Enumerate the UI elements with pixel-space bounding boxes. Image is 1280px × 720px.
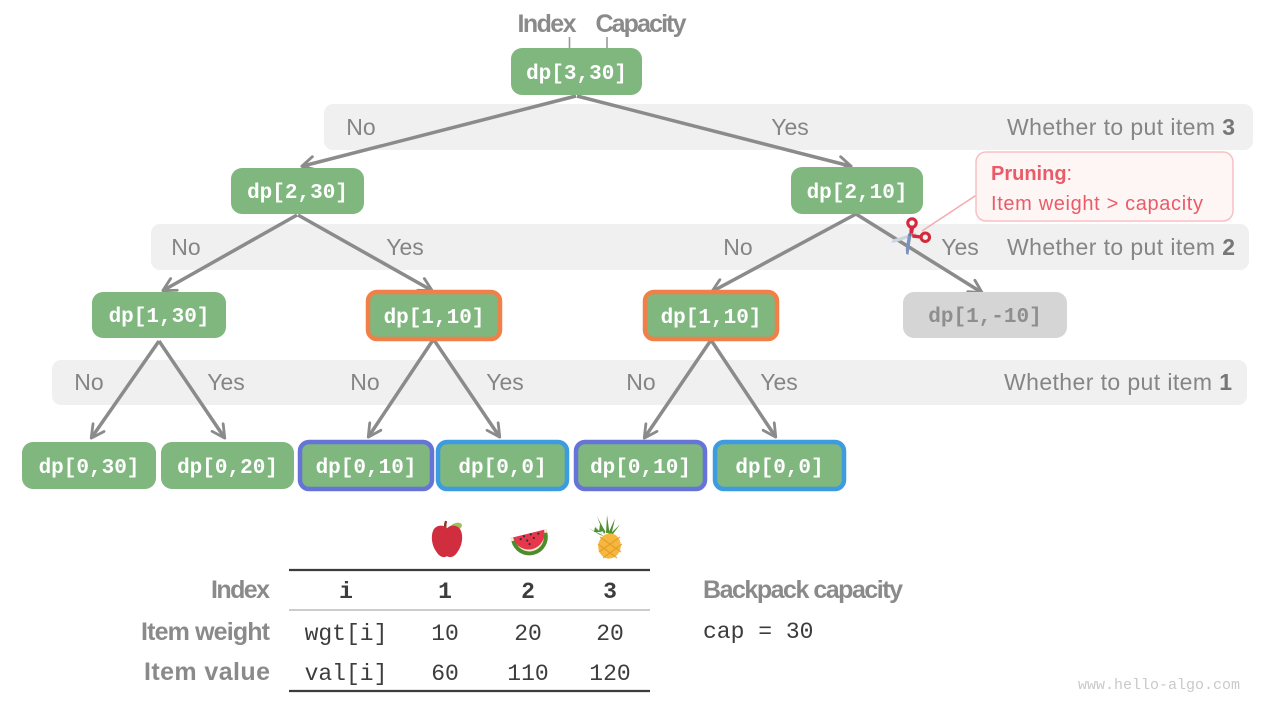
- svg-text:dp[3,30]: dp[3,30]: [526, 63, 627, 86]
- svg-text:2: 2: [521, 579, 535, 605]
- svg-text:Index: Index: [518, 10, 577, 38]
- svg-text:20: 20: [514, 621, 542, 647]
- svg-text:Item weight > capacity: Item weight > capacity: [991, 193, 1203, 215]
- svg-text:Yes: Yes: [386, 234, 424, 260]
- svg-text:No: No: [626, 369, 655, 395]
- svg-text:No: No: [346, 114, 375, 140]
- svg-text:Yes: Yes: [207, 369, 245, 395]
- svg-text:No: No: [171, 234, 200, 260]
- svg-text:val[i]: val[i]: [305, 661, 388, 687]
- svg-text:wgt[i]: wgt[i]: [305, 621, 388, 647]
- svg-text:dp[2,10]: dp[2,10]: [807, 182, 908, 205]
- svg-text:Yes: Yes: [941, 234, 979, 260]
- svg-text:3: 3: [603, 579, 617, 605]
- svg-text:20: 20: [596, 621, 624, 647]
- svg-text:Whether to put item 3: Whether to put item 3: [1007, 114, 1235, 140]
- svg-text:Index: Index: [211, 576, 270, 604]
- svg-text:No: No: [350, 369, 379, 395]
- svg-text:dp[0,0]: dp[0,0]: [458, 457, 546, 480]
- svg-text:i: i: [339, 579, 353, 605]
- svg-text:dp[1,10]: dp[1,10]: [384, 307, 485, 330]
- svg-text:Pruning:: Pruning:: [991, 163, 1072, 185]
- svg-text:dp[1,30]: dp[1,30]: [109, 306, 210, 329]
- svg-text:Item value: Item value: [144, 658, 270, 686]
- svg-text:No: No: [74, 369, 103, 395]
- svg-text:www.hello-algo.com: www.hello-algo.com: [1078, 677, 1240, 694]
- svg-text:dp[1,-10]: dp[1,-10]: [928, 306, 1041, 329]
- svg-text:60: 60: [431, 661, 459, 687]
- svg-text:cap = 30: cap = 30: [703, 619, 813, 645]
- svg-text:dp[0,20]: dp[0,20]: [177, 457, 278, 480]
- svg-text:Whether to put item 1: Whether to put item 1: [1004, 369, 1232, 395]
- svg-text:110: 110: [507, 661, 548, 687]
- svg-text:120: 120: [589, 661, 630, 687]
- svg-text:dp[0,30]: dp[0,30]: [39, 457, 140, 480]
- svg-text:Backpack capacity: Backpack capacity: [703, 576, 903, 604]
- svg-text:Whether to put item 2: Whether to put item 2: [1007, 234, 1235, 260]
- svg-text:Item weight: Item weight: [141, 618, 271, 646]
- svg-text:Capacity: Capacity: [596, 10, 687, 38]
- svg-text:10: 10: [431, 621, 459, 647]
- svg-text:1: 1: [438, 579, 452, 605]
- svg-text:Yes: Yes: [486, 369, 524, 395]
- svg-text:Yes: Yes: [760, 369, 798, 395]
- svg-text:dp[1,10]: dp[1,10]: [661, 307, 762, 330]
- svg-text:dp[0,10]: dp[0,10]: [590, 457, 691, 480]
- svg-text:dp[2,30]: dp[2,30]: [247, 182, 348, 205]
- svg-text:dp[0,0]: dp[0,0]: [735, 457, 823, 480]
- svg-text:Yes: Yes: [771, 114, 809, 140]
- svg-text:No: No: [723, 234, 752, 260]
- svg-text:dp[0,10]: dp[0,10]: [316, 457, 417, 480]
